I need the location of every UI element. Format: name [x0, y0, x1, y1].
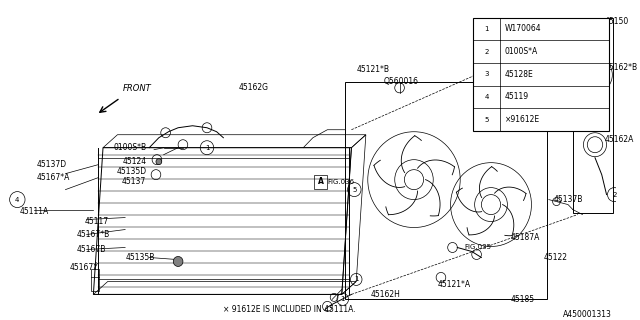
- Text: A: A: [582, 30, 590, 40]
- Text: FIG.036: FIG.036: [327, 179, 355, 185]
- Text: 0100S*A: 0100S*A: [505, 47, 538, 56]
- Text: A450001313: A450001313: [563, 310, 611, 319]
- Bar: [345, 82, 547, 300]
- Text: 45111A: 45111A: [19, 207, 49, 216]
- Text: 45162*B: 45162*B: [605, 63, 637, 72]
- Circle shape: [156, 159, 162, 165]
- Text: 5: 5: [484, 116, 489, 123]
- Text: 45131: 45131: [529, 75, 554, 84]
- Text: 4: 4: [484, 94, 489, 100]
- Circle shape: [173, 256, 183, 267]
- Text: 45137D: 45137D: [36, 160, 67, 169]
- Text: 45135D: 45135D: [116, 167, 147, 176]
- Text: 45162H: 45162H: [371, 290, 401, 299]
- Text: 1: 1: [340, 296, 345, 302]
- Text: 45167Y: 45167Y: [69, 263, 98, 272]
- Text: 45162A: 45162A: [605, 135, 634, 144]
- Text: 45121*A: 45121*A: [438, 280, 471, 289]
- Text: 2: 2: [612, 192, 616, 198]
- Circle shape: [488, 85, 494, 91]
- Text: W170064: W170064: [505, 24, 541, 33]
- Text: 45137B: 45137B: [554, 195, 583, 204]
- Bar: [575, 20, 599, 50]
- Text: FIG.035: FIG.035: [464, 244, 491, 251]
- Text: 45187A: 45187A: [510, 233, 540, 242]
- Text: 1: 1: [354, 276, 358, 283]
- Text: 4: 4: [15, 196, 19, 203]
- Text: × 91612E IS INCLUDED IN 45111A.: × 91612E IS INCLUDED IN 45111A.: [223, 305, 355, 314]
- Bar: [573, 18, 613, 212]
- Text: 45162G: 45162G: [239, 83, 269, 92]
- Text: 45135B: 45135B: [125, 253, 154, 262]
- Text: 45128E: 45128E: [505, 70, 534, 79]
- Text: 45185: 45185: [510, 295, 534, 304]
- Text: 45117: 45117: [84, 217, 109, 226]
- Text: 1: 1: [484, 26, 489, 32]
- Text: 45124: 45124: [122, 157, 147, 166]
- Text: 45119: 45119: [505, 92, 529, 101]
- Bar: [92, 269, 99, 292]
- Text: 45150: 45150: [605, 18, 629, 27]
- Text: A: A: [317, 177, 324, 186]
- Text: 45167*A: 45167*A: [36, 173, 70, 182]
- Text: 45187B: 45187B: [475, 77, 504, 86]
- Text: 3: 3: [580, 117, 585, 123]
- Text: 45167B: 45167B: [77, 245, 106, 254]
- Text: FRONT: FRONT: [124, 84, 152, 93]
- Text: ×91612E: ×91612E: [505, 115, 540, 124]
- Text: 45167*B: 45167*B: [77, 230, 110, 239]
- Bar: [314, 175, 327, 188]
- Text: 45122: 45122: [544, 253, 568, 262]
- Text: 45137: 45137: [122, 177, 147, 186]
- Text: 0100S*B: 0100S*B: [113, 143, 147, 152]
- Text: 45121*B: 45121*B: [356, 65, 389, 74]
- Text: Q560016: Q560016: [383, 77, 418, 86]
- Text: 5: 5: [352, 187, 356, 193]
- Text: 1: 1: [205, 145, 209, 151]
- Bar: [473, 18, 609, 131]
- Text: 3: 3: [484, 71, 489, 77]
- Text: 2: 2: [484, 49, 489, 55]
